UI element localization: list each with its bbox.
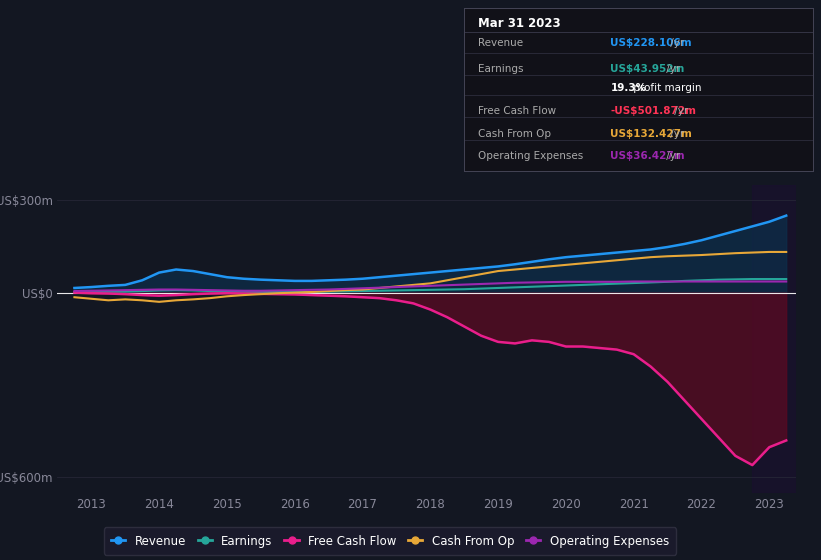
Legend: Revenue, Earnings, Free Cash Flow, Cash From Op, Operating Expenses: Revenue, Earnings, Free Cash Flow, Cash … (103, 528, 677, 554)
Text: Operating Expenses: Operating Expenses (478, 151, 583, 161)
Text: Earnings: Earnings (478, 64, 523, 73)
Text: US$228.106m: US$228.106m (610, 38, 692, 48)
Text: US$43.952m: US$43.952m (610, 64, 685, 73)
Bar (752, 185, 796, 493)
Text: Free Cash Flow: Free Cash Flow (478, 106, 556, 116)
Text: /yr: /yr (667, 38, 684, 48)
Text: /yr: /yr (671, 106, 688, 116)
Text: -US$501.872m: -US$501.872m (610, 106, 696, 116)
Text: /yr: /yr (667, 129, 684, 138)
Text: US$36.427m: US$36.427m (610, 151, 685, 161)
Text: Mar 31 2023: Mar 31 2023 (478, 17, 561, 30)
Text: /yr: /yr (663, 151, 680, 161)
Text: 19.3%: 19.3% (610, 83, 647, 93)
Text: profit margin: profit margin (630, 83, 701, 93)
Text: /yr: /yr (663, 64, 680, 73)
Text: Cash From Op: Cash From Op (478, 129, 551, 138)
Text: US$132.427m: US$132.427m (610, 129, 692, 138)
Text: Revenue: Revenue (478, 38, 523, 48)
